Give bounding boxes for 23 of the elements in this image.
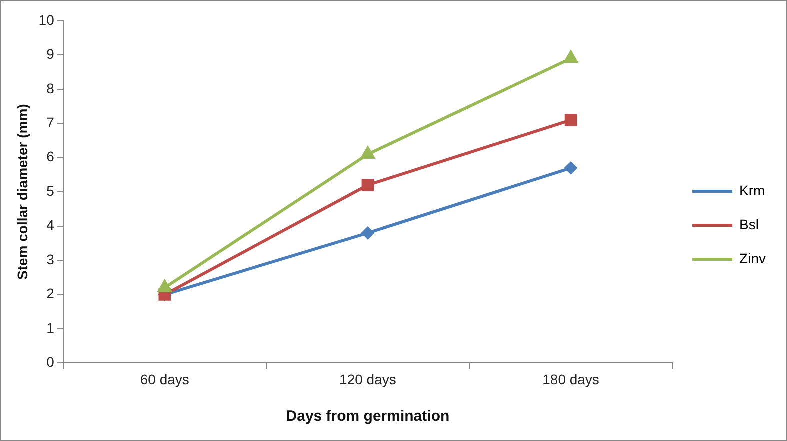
y-tick-label: 0: [46, 354, 55, 370]
y-tick-label: 9: [46, 46, 55, 62]
y-tick-label: 2: [46, 286, 55, 302]
point: [362, 179, 374, 192]
y-tick-label: 7: [46, 114, 55, 131]
y-tick-label: 5: [46, 182, 55, 199]
y-tick-label: 10: [38, 12, 55, 28]
legend-label: Zinv: [740, 250, 766, 266]
y-tick-label: 3: [46, 251, 55, 268]
y-tick-label: 4: [46, 217, 55, 234]
point: [564, 162, 578, 175]
x-tick-label: 180 days: [542, 371, 600, 388]
y-tick-label: 8: [46, 80, 55, 96]
y-axis-title: Stem collar diameter (mm): [14, 104, 30, 280]
y-tick-label: 6: [46, 148, 55, 165]
point: [361, 226, 374, 240]
point: [564, 114, 578, 126]
x-axis-title: Days from germination: [286, 408, 450, 426]
legend-label: Krm: [740, 182, 766, 198]
legend-label: Bsl: [740, 216, 760, 232]
x-tick-label: 60 days: [140, 371, 190, 388]
x-tick-label: 120 days: [340, 371, 396, 388]
y-tick-label: 1: [46, 320, 55, 336]
